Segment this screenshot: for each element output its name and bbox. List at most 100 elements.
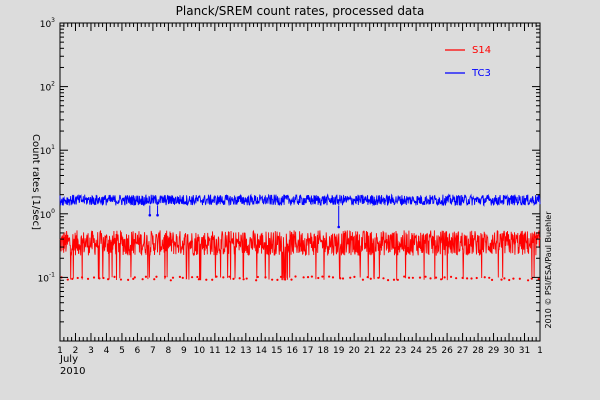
series-point-s14-min <box>98 277 101 280</box>
series-point-s14-min <box>306 276 310 279</box>
x-tick-label: 30 <box>503 346 515 356</box>
series-point-s14-min <box>317 276 320 280</box>
series-point-s14-min <box>197 278 200 281</box>
series-point-s14-min <box>242 278 245 281</box>
series-point-s14-min <box>294 275 297 278</box>
plot-frame <box>59 22 541 342</box>
x-tick-label: 17 <box>302 346 313 356</box>
series-point-s14-min <box>341 277 345 280</box>
y-tick-label: 10-1 <box>38 271 56 284</box>
series-point-s14-min <box>321 275 324 278</box>
series-point-s14-min <box>483 276 486 279</box>
series-point-s14-min <box>500 278 503 281</box>
x-tick-label: 28 <box>472 346 484 356</box>
series-point-s14-min <box>455 277 458 280</box>
series-point-s14-min <box>488 276 491 279</box>
series-point-s14-min <box>169 279 172 282</box>
series-point-s14-min <box>86 277 90 280</box>
series-point-s14-min <box>205 278 208 281</box>
series-point-s14-min <box>171 276 175 279</box>
x-tick-label: 6 <box>135 346 141 356</box>
series-point-s14-min <box>155 275 158 278</box>
series-point-s14-min <box>290 278 293 281</box>
x-tick-label: 4 <box>104 346 110 356</box>
series-point-s14-min <box>382 277 385 280</box>
series-point-s14-min <box>475 276 478 280</box>
legend: S14 TC3 <box>445 45 491 79</box>
x-tick-label: 7 <box>150 346 156 356</box>
legend-label-s14: S14 <box>472 45 491 56</box>
x-axis-year-label: 2010 <box>60 366 85 377</box>
series-point-s14-min <box>279 275 283 278</box>
series-point-s14-min <box>339 277 342 280</box>
x-tick-label: 11 <box>209 346 220 356</box>
series-point-s14-min <box>424 275 427 278</box>
x-tick-label: 3 <box>88 346 94 356</box>
series-layer <box>59 193 541 282</box>
series-point-s14-min <box>76 276 79 280</box>
x-tick-label: 1 <box>537 346 543 356</box>
series-point-s14-min <box>434 276 438 279</box>
series-point-tc3-dip <box>148 213 152 217</box>
series-point-s14-min <box>228 275 231 278</box>
x-tick-label: 10 <box>194 346 206 356</box>
x-tick-label: 18 <box>317 346 329 356</box>
x-tick-label: 23 <box>395 346 406 356</box>
series-point-s14-min <box>163 275 167 278</box>
series-point-s14-min <box>119 278 123 281</box>
series-point-s14-min <box>331 276 335 279</box>
series-point-s14-min <box>403 275 406 278</box>
series-point-s14-min <box>349 276 352 279</box>
x-tick-label: 13 <box>240 346 251 356</box>
series-point-s14-min <box>222 276 225 279</box>
series-point-s14-min <box>530 277 533 280</box>
x-tick-label: 8 <box>166 346 172 356</box>
x-tick-label: 20 <box>348 346 360 356</box>
x-tick-label: 24 <box>410 346 422 356</box>
series-point-s14-min <box>178 275 181 278</box>
series-point-s14-min <box>181 276 184 279</box>
series-point-s14-min <box>449 275 453 278</box>
series-point-s14-min <box>503 277 506 280</box>
series-point-s14-min <box>396 278 399 281</box>
series-point-s14-min <box>418 276 422 279</box>
series-point-s14-min <box>276 278 279 281</box>
x-tick-label: 14 <box>256 346 268 356</box>
series-point-s14-min <box>211 278 214 281</box>
series-point-s14-min <box>133 276 136 279</box>
series-point-s14-min <box>153 278 156 281</box>
y-axis-label: Count rates [1/sec] <box>30 134 41 230</box>
series-point-s14-min <box>264 276 267 279</box>
series-point-s14-min <box>106 278 110 281</box>
series-line-tc3 <box>59 193 541 207</box>
series-point-s14-min <box>512 277 515 280</box>
series-point-s14-min <box>443 276 446 279</box>
series-point-s14-min <box>392 278 396 281</box>
series-point-s14-min <box>353 275 356 278</box>
series-point-s14-min <box>80 276 84 279</box>
series-point-tc3-dip <box>156 213 159 217</box>
x-tick-label: 29 <box>488 346 500 356</box>
chart-title: Planck/SREM count rates, processed data <box>176 4 425 18</box>
series-point-s14-min <box>429 277 432 280</box>
series-point-s14-min <box>66 278 69 281</box>
x-tick-label: 27 <box>457 346 468 356</box>
series-point-tc3-dip <box>337 225 341 229</box>
series-point-s14-min <box>196 275 199 279</box>
series-point-s14-min <box>526 279 530 282</box>
x-tick-label: 31 <box>519 346 530 356</box>
series-point-s14-min <box>361 278 365 281</box>
series-point-s14-min <box>144 275 148 278</box>
series-point-s14-min <box>215 275 218 278</box>
series-point-s14-min <box>271 278 274 281</box>
y-tick-label: 101 <box>40 144 55 157</box>
series-point-s14-min <box>255 279 258 282</box>
y-tick-label: 103 <box>40 17 55 30</box>
series-point-s14-min <box>411 276 414 279</box>
series-point-s14-min <box>238 277 241 280</box>
x-tick-label: 21 <box>364 346 375 356</box>
series-point-s14-min <box>407 276 411 279</box>
series-point-s14-min <box>490 278 494 282</box>
